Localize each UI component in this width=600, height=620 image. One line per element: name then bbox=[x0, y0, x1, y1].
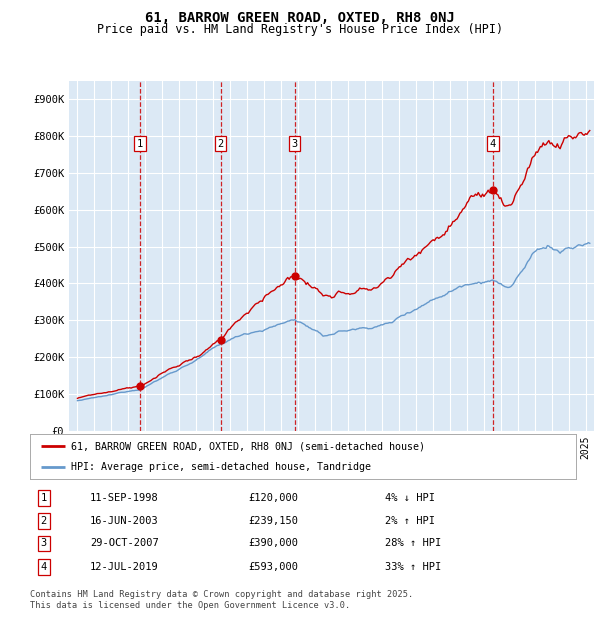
Text: 2: 2 bbox=[41, 516, 47, 526]
Text: 3: 3 bbox=[292, 139, 298, 149]
Text: £239,150: £239,150 bbox=[248, 516, 298, 526]
Text: 29-OCT-2007: 29-OCT-2007 bbox=[90, 538, 159, 549]
Text: HPI: Average price, semi-detached house, Tandridge: HPI: Average price, semi-detached house,… bbox=[71, 461, 371, 472]
Text: 1: 1 bbox=[137, 139, 143, 149]
Text: 1: 1 bbox=[41, 494, 47, 503]
Text: £593,000: £593,000 bbox=[248, 562, 298, 572]
Text: £390,000: £390,000 bbox=[248, 538, 298, 549]
Text: 4: 4 bbox=[41, 562, 47, 572]
Text: 28% ↑ HPI: 28% ↑ HPI bbox=[385, 538, 441, 549]
Text: 16-JUN-2003: 16-JUN-2003 bbox=[90, 516, 159, 526]
Text: 33% ↑ HPI: 33% ↑ HPI bbox=[385, 562, 441, 572]
Text: Contains HM Land Registry data © Crown copyright and database right 2025.
This d: Contains HM Land Registry data © Crown c… bbox=[30, 590, 413, 609]
Text: £120,000: £120,000 bbox=[248, 494, 298, 503]
Text: 2% ↑ HPI: 2% ↑ HPI bbox=[385, 516, 435, 526]
Text: 2: 2 bbox=[218, 139, 224, 149]
Text: 11-SEP-1998: 11-SEP-1998 bbox=[90, 494, 159, 503]
Text: 4% ↓ HPI: 4% ↓ HPI bbox=[385, 494, 435, 503]
Text: 61, BARROW GREEN ROAD, OXTED, RH8 0NJ (semi-detached house): 61, BARROW GREEN ROAD, OXTED, RH8 0NJ (s… bbox=[71, 441, 425, 451]
Text: 61, BARROW GREEN ROAD, OXTED, RH8 0NJ: 61, BARROW GREEN ROAD, OXTED, RH8 0NJ bbox=[145, 11, 455, 25]
Text: 12-JUL-2019: 12-JUL-2019 bbox=[90, 562, 159, 572]
Text: 3: 3 bbox=[41, 538, 47, 549]
Text: 4: 4 bbox=[490, 139, 496, 149]
Text: Price paid vs. HM Land Registry's House Price Index (HPI): Price paid vs. HM Land Registry's House … bbox=[97, 23, 503, 36]
